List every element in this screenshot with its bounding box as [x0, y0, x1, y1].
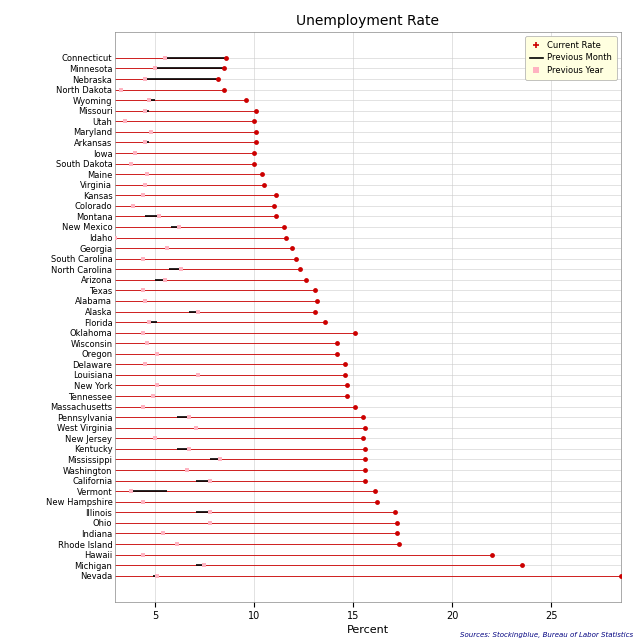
X-axis label: Percent: Percent	[347, 625, 389, 636]
Title: Unemployment Rate: Unemployment Rate	[296, 14, 440, 28]
Text: Sources: Stockingblue, Bureau of Labor Statistics: Sources: Stockingblue, Bureau of Labor S…	[460, 632, 634, 638]
Legend: Current Rate, Previous Month, Previous Year: Current Rate, Previous Month, Previous Y…	[525, 36, 616, 80]
